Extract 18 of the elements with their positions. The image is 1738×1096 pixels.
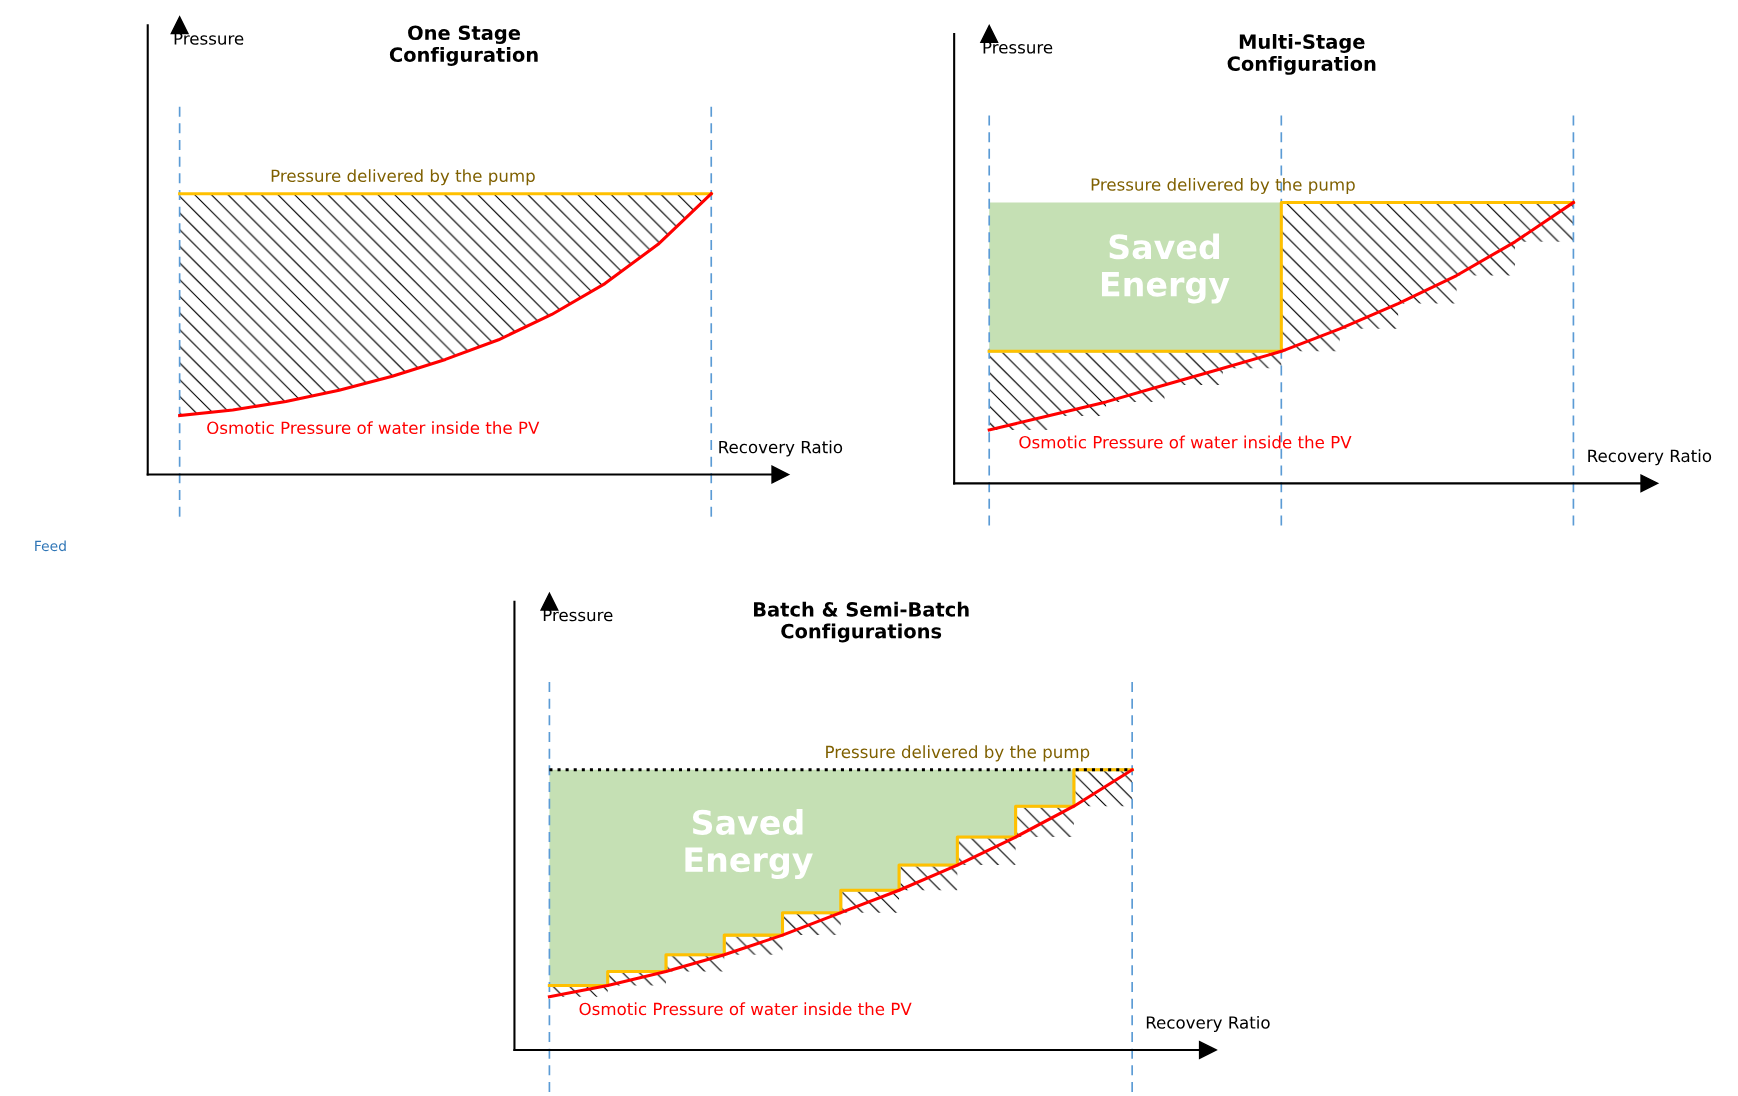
series-label: Osmotic Pressure of water inside the PV: [579, 1002, 912, 1016]
series-label: Saved Energy: [685, 809, 813, 879]
series-label: Pressure delivered by the pump: [1091, 177, 1355, 195]
x-axis-title: Recovery Ratio: [1588, 449, 1712, 466]
series-label: Osmotic Pressure of water inside the PV: [1019, 435, 1352, 449]
y-axis-title: Pressure: [174, 32, 244, 45]
series-label: Pressure delivered by the pump: [826, 745, 1090, 762]
x-axis-title: Recovery Ratio: [1146, 1015, 1270, 1033]
series-label: Saved Energy: [1101, 233, 1230, 304]
text: Feed: [35, 540, 66, 552]
series-label: Osmotic Pressure of water inside the PV: [207, 421, 540, 435]
y-axis-title: Pressure: [543, 608, 613, 622]
y-axis-title: Pressure: [983, 41, 1053, 54]
chart-title: Multi-Stage Configuration: [1227, 33, 1376, 75]
chart-title: One Stage Configuration: [389, 25, 538, 66]
chart-title: Batch & Semi-Batch Configurations: [754, 601, 969, 643]
x-axis-title: Recovery Ratio: [719, 440, 843, 457]
series-label: Pressure delivered by the pump: [271, 169, 535, 186]
